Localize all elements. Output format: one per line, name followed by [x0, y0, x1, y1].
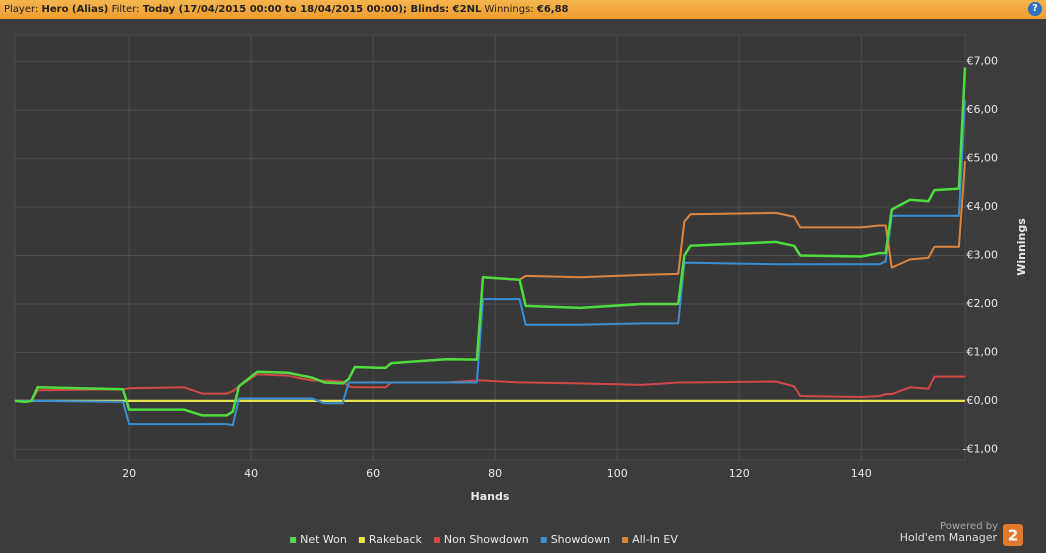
legend-label: Net Won	[300, 533, 347, 546]
x-tick-label: 20	[122, 467, 136, 480]
filter-label: Filter:	[111, 4, 140, 15]
x-axis-label: Hands	[471, 490, 510, 503]
series-line	[14, 67, 967, 417]
y-tick-label: €5,00	[967, 152, 999, 165]
legend-label: Showdown	[551, 533, 610, 546]
help-button[interactable]: ?	[1028, 2, 1042, 16]
legend-label: Non Showdown	[444, 533, 529, 546]
chart: Hands Winnings Powered by Hold'em Manage…	[14, 34, 1028, 546]
x-tick-label: 40	[244, 467, 258, 480]
y-tick-label: €2,00	[967, 297, 999, 310]
header-bar: Player: Hero (Alias) Filter: Today (17/0…	[0, 0, 1046, 19]
series-line	[15, 100, 966, 427]
legend-swatch	[622, 537, 629, 543]
plot-area	[14, 34, 966, 461]
x-tick-label: 60	[366, 467, 380, 480]
winnings-label: Winnings:	[484, 4, 534, 15]
y-tick-label: €4,00	[967, 200, 999, 213]
legend-label: All-In EV	[632, 533, 678, 546]
y-tick-label: €7,00	[967, 55, 999, 68]
legend-swatch	[540, 537, 547, 543]
y-tick-label: €3,00	[967, 248, 999, 261]
y-tick-label: -€1,00	[963, 442, 998, 455]
y-tick-label: €6,00	[967, 103, 999, 116]
x-tick-label: 80	[488, 467, 502, 480]
legend-swatch	[290, 537, 297, 543]
brand: Hold'em Manager	[900, 531, 998, 544]
y-tick-label: €0,00	[967, 394, 999, 407]
x-tick-label: 100	[607, 467, 628, 480]
legend-swatch	[433, 537, 440, 543]
filter: Today (17/04/2015 00:00 to 18/04/2015 00…	[142, 4, 482, 15]
y-tick-label: €1,00	[967, 345, 999, 358]
x-tick-label: 140	[851, 467, 872, 480]
brand-logo-text: 2	[1008, 527, 1018, 545]
powered-by: Powered by	[940, 521, 998, 532]
legend-swatch	[358, 537, 365, 543]
legend-label: Rakeback	[369, 533, 423, 546]
player: Hero (Alias)	[41, 4, 109, 15]
y-axis-label: Winnings	[1015, 218, 1028, 276]
brand-logo	[1003, 524, 1023, 546]
x-tick-label: 120	[729, 467, 750, 480]
player-label: Player:	[4, 4, 39, 15]
winnings: €6,88	[536, 4, 569, 15]
